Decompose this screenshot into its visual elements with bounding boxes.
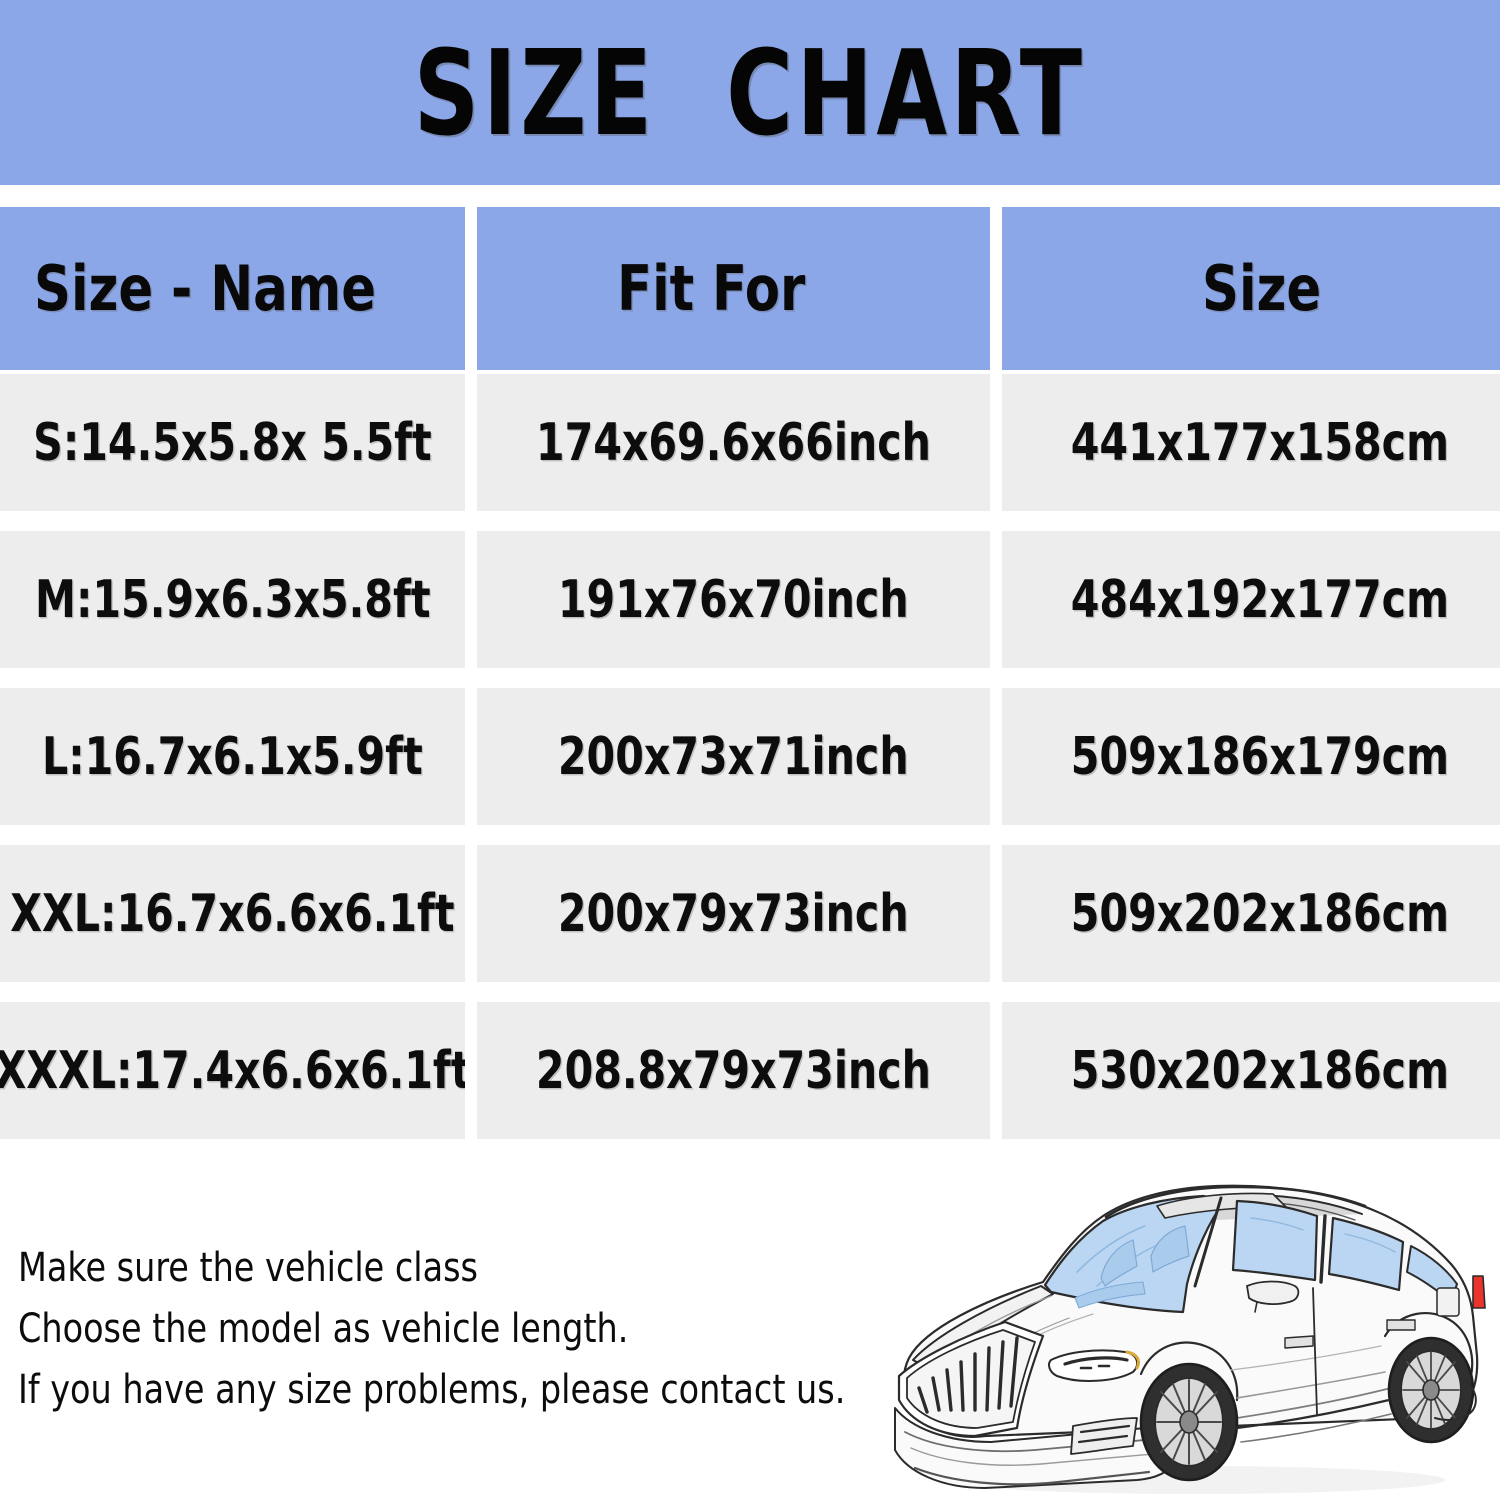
cell-size-name: S:14.5x5.8x 5.5ft xyxy=(0,374,465,511)
cell-value: M:15.9x6.3x5.8ft xyxy=(34,569,431,630)
cell-size: 509x186x179cm xyxy=(1002,688,1500,825)
cell-size-name: XXXL:17.4x6.6x6.1ft xyxy=(0,1002,465,1139)
size-table: Size - Name Fit For Size S:14.5x5.8x 5.5… xyxy=(0,207,1500,1139)
cell-fit-for: 208.8x79x73inch xyxy=(477,1002,990,1139)
cell-fit-for: 200x73x71inch xyxy=(477,688,990,825)
column-header-label: Size - Name xyxy=(34,252,377,325)
cell-value: XXL:16.7x6.6x6.1ft xyxy=(10,883,455,944)
column-header-size: Size xyxy=(1002,207,1500,370)
footer-notes: Make sure the vehicle class Choose the m… xyxy=(18,1238,846,1420)
cell-value: S:14.5x5.8x 5.5ft xyxy=(33,412,432,473)
table-row: XXXL:17.4x6.6x6.1ft 208.8x79x73inch 530x… xyxy=(0,1002,1500,1139)
cell-size: 484x192x177cm xyxy=(1002,531,1500,668)
cell-value: 441x177x158cm xyxy=(1070,412,1450,473)
table-header-row: Size - Name Fit For Size xyxy=(0,207,1500,370)
cell-size: 509x202x186cm xyxy=(1002,845,1500,982)
suv-illustration xyxy=(865,1160,1500,1500)
cell-value: XXXL:17.4x6.6x6.1ft xyxy=(0,1040,465,1101)
table-row: S:14.5x5.8x 5.5ft 174x69.6x66inch 441x17… xyxy=(0,374,1500,511)
cell-value: 509x202x186cm xyxy=(1070,883,1450,944)
cell-value: 208.8x79x73inch xyxy=(535,1040,932,1101)
note-line-3: If you have any size problems, please co… xyxy=(18,1366,846,1413)
column-header-label: Fit For xyxy=(617,252,806,325)
table-row: L:16.7x6.1x5.9ft 200x73x71inch 509x186x1… xyxy=(0,688,1500,825)
note-line-2: Choose the model as vehicle length. xyxy=(18,1305,629,1352)
cell-size-name: M:15.9x6.3x5.8ft xyxy=(0,531,465,668)
table-row: XXL:16.7x6.6x6.1ft 200x79x73inch 509x202… xyxy=(0,845,1500,982)
cell-size-name: L:16.7x6.1x5.9ft xyxy=(0,688,465,825)
cell-value: 200x73x71inch xyxy=(558,726,909,787)
cell-fit-for: 174x69.6x66inch xyxy=(477,374,990,511)
column-header-label: Size xyxy=(1202,252,1322,325)
cell-size: 530x202x186cm xyxy=(1002,1002,1500,1139)
column-header-fit-for: Fit For xyxy=(477,207,990,370)
column-header-size-name: Size - Name xyxy=(0,207,465,370)
cell-value: 484x192x177cm xyxy=(1070,569,1450,630)
cell-size: 441x177x158cm xyxy=(1002,374,1500,511)
cell-value: 191x76x70inch xyxy=(558,569,909,630)
cell-fit-for: 191x76x70inch xyxy=(477,531,990,668)
cell-value: 509x186x179cm xyxy=(1070,726,1450,787)
table-row: M:15.9x6.3x5.8ft 191x76x70inch 484x192x1… xyxy=(0,531,1500,668)
cell-fit-for: 200x79x73inch xyxy=(477,845,990,982)
suv-line-drawing-icon xyxy=(894,1184,1486,1494)
cell-value: L:16.7x6.1x5.9ft xyxy=(42,726,423,787)
page-title: SIZE CHART xyxy=(414,23,1086,162)
cell-value: 200x79x73inch xyxy=(558,883,909,944)
cell-value: 174x69.6x66inch xyxy=(535,412,932,473)
cell-size-name: XXL:16.7x6.6x6.1ft xyxy=(0,845,465,982)
cell-value: 530x202x186cm xyxy=(1070,1040,1450,1101)
title-banner: SIZE CHART xyxy=(0,0,1500,185)
note-line-1: Make sure the vehicle class xyxy=(18,1245,478,1291)
